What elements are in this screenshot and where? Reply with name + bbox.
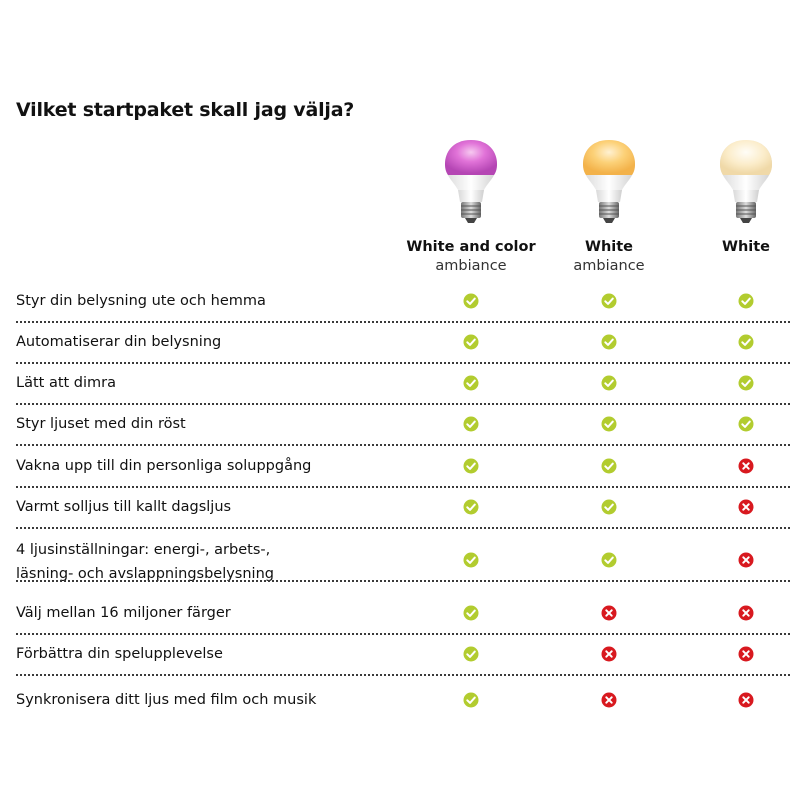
cross-icon <box>601 646 617 662</box>
check-icon <box>601 499 617 515</box>
check-icon <box>463 552 479 568</box>
product-name: White <box>584 239 634 255</box>
row-divider <box>16 362 790 364</box>
check-icon <box>463 605 479 621</box>
cross-icon <box>601 692 617 708</box>
cross-icon <box>601 605 617 621</box>
check-icon <box>738 375 754 391</box>
product-name: White <box>721 239 771 255</box>
row-divider <box>16 580 790 582</box>
feature-label: Varmt solljus till kallt dagsljus <box>16 499 232 515</box>
check-icon <box>738 416 754 432</box>
check-icon <box>601 458 617 474</box>
feature-label: Vakna upp till din personliga soluppgång <box>16 458 312 474</box>
cross-icon <box>738 605 754 621</box>
product-name: White and color <box>406 239 536 255</box>
check-icon <box>601 416 617 432</box>
check-icon <box>463 293 479 309</box>
cross-icon <box>738 499 754 515</box>
check-icon <box>463 416 479 432</box>
feature-label-line2: läsning- och avslappningsbelysning <box>16 566 274 582</box>
feature-label: Förbättra din spelupplevelse <box>16 646 223 662</box>
feature-label: Synkronisera ditt ljus med film och musi… <box>16 692 317 708</box>
check-icon <box>601 375 617 391</box>
check-icon <box>463 458 479 474</box>
feature-label: Lätt att dimra <box>16 375 117 391</box>
color-bulb-icon <box>445 140 497 223</box>
check-icon <box>463 646 479 662</box>
feature-label: Automatiserar din belysning <box>16 334 222 350</box>
row-divider <box>16 674 790 676</box>
check-icon <box>601 334 617 350</box>
row-divider <box>16 486 790 488</box>
row-divider <box>16 444 790 446</box>
row-divider <box>16 633 790 635</box>
feature-label: Styr ljuset med din röst <box>16 416 186 432</box>
product-subtitle: ambiance <box>573 258 645 274</box>
cross-icon <box>738 692 754 708</box>
check-icon <box>738 334 754 350</box>
product-white[interactable]: White <box>656 136 800 256</box>
check-icon <box>463 499 479 515</box>
cross-icon <box>738 458 754 474</box>
check-icon <box>738 293 754 309</box>
check-icon <box>601 293 617 309</box>
check-icon <box>463 692 479 708</box>
check-icon <box>463 334 479 350</box>
row-divider <box>16 321 790 323</box>
feature-label: Välj mellan 16 miljoner färger <box>16 605 231 621</box>
check-icon <box>601 552 617 568</box>
product-white-and-color-ambiance[interactable]: White and color ambiance <box>381 136 561 276</box>
check-icon <box>463 375 479 391</box>
product-white-ambiance[interactable]: White ambiance <box>519 136 699 276</box>
warm-white-bulb-icon <box>583 140 635 223</box>
page-title: Vilket startpaket skall jag välja? <box>16 99 355 121</box>
feature-label: Styr din belysning ute och hemma <box>16 293 266 309</box>
cross-icon <box>738 646 754 662</box>
white-bulb-icon <box>720 140 772 223</box>
row-divider <box>16 527 790 529</box>
row-divider <box>16 403 790 405</box>
feature-label: 4 ljusinställningar: energi-, arbets-, <box>16 542 271 558</box>
cross-icon <box>738 552 754 568</box>
product-subtitle: ambiance <box>435 258 507 274</box>
